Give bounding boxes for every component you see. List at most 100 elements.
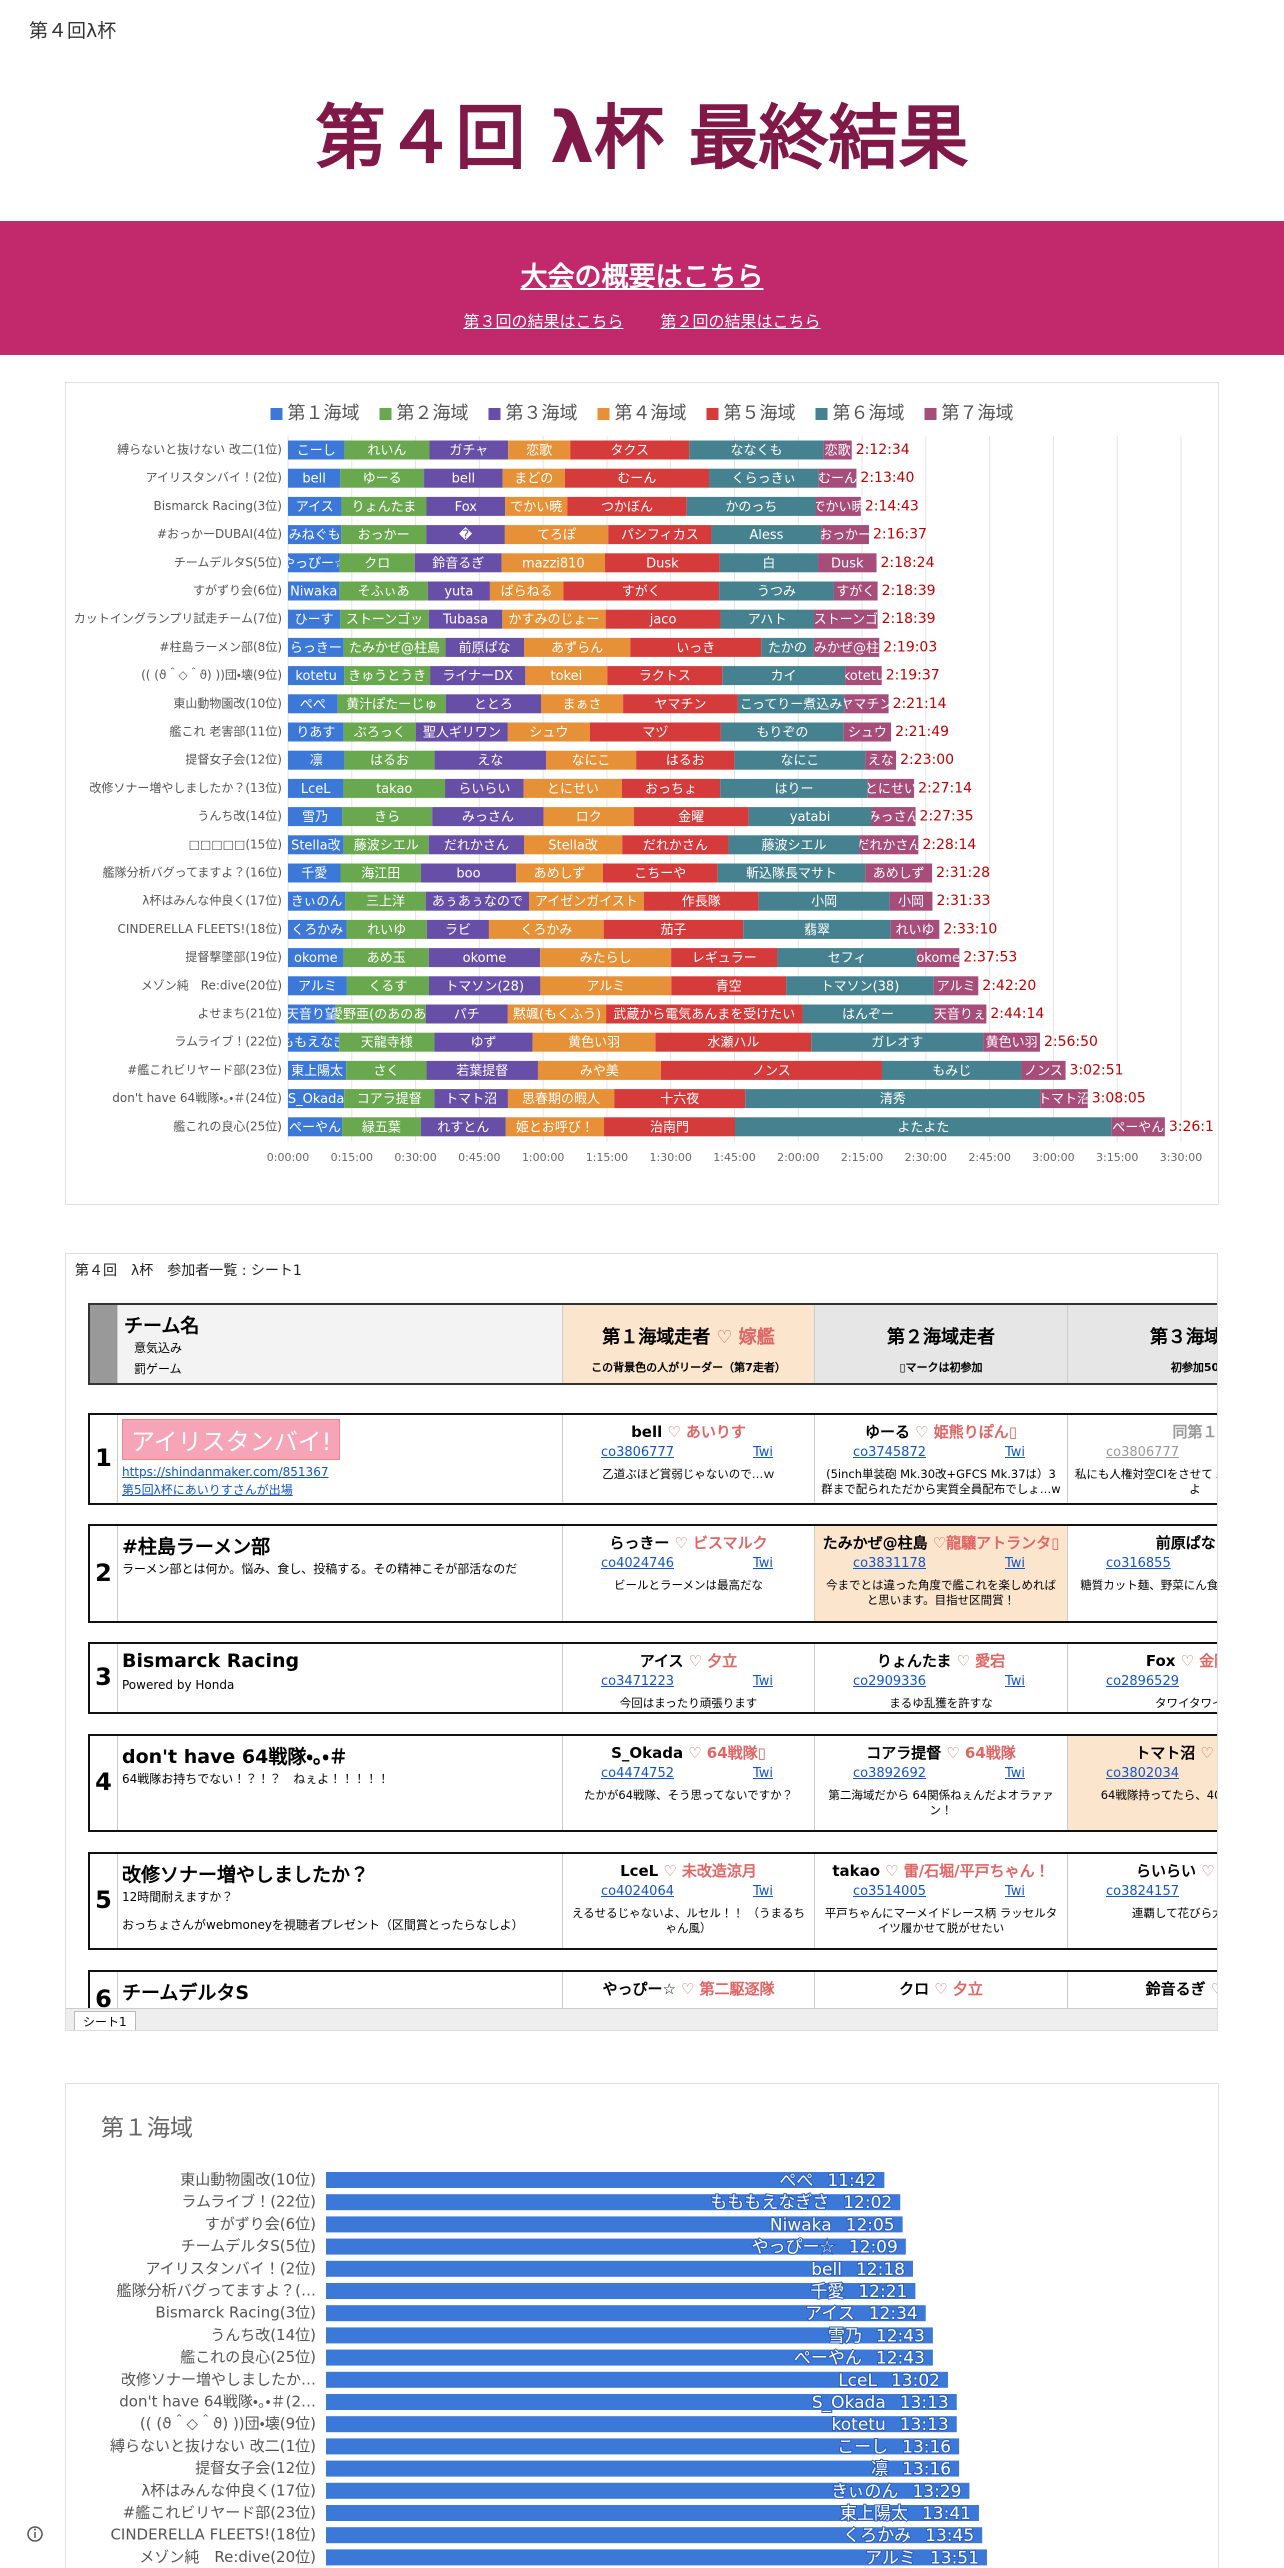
segment-label-clip: やっぴー☆: [288, 556, 340, 571]
segment-label-clip: 緑五葉: [362, 1120, 401, 1135]
runner-community[interactable]: co3471223: [601, 1674, 674, 1689]
y-tick-label: アイリスタンバイ！(2位): [146, 471, 282, 485]
segment-label-clip: yatabi: [790, 810, 831, 825]
overview-link[interactable]: 大会の概要はこちら: [520, 262, 764, 293]
bar-segment: [502, 468, 565, 488]
time-label: 12:34: [869, 2304, 918, 2324]
runner-twitter[interactable]: Twi: [753, 1674, 774, 1689]
runner: bell ♡ あいりす: [563, 1421, 814, 1442]
result-link[interactable]: 第２回の結果はこちら: [660, 312, 821, 331]
bar-segment: [434, 1089, 508, 1109]
runner-name: 鈴音るぎ: [1145, 1980, 1206, 1998]
runner-twitter[interactable]: Twi: [753, 1884, 774, 1899]
runner-community[interactable]: co3745872: [853, 1445, 926, 1460]
runner-community[interactable]: co3831178: [853, 1556, 926, 1571]
segment-label-clip: れいゆ: [367, 923, 406, 938]
segment-label: れいゆ: [896, 923, 935, 938]
time-label: 13:13: [900, 2415, 949, 2435]
runner-twitter[interactable]: Twi: [1005, 1445, 1026, 1460]
bar-segment: [428, 609, 503, 629]
runner-twitter[interactable]: Twi: [753, 1445, 774, 1460]
segment-label-clip: でかい暁: [510, 500, 562, 515]
segment-label-clip: とにせい: [868, 782, 914, 797]
runner-name: ゆーる: [865, 1423, 911, 1441]
segment-label-clip: あぅあぅなので: [432, 895, 523, 910]
segment-label: らっきー: [290, 641, 342, 656]
legend-label: 第７海域: [942, 403, 1014, 424]
runner-ship: ♡ 金剛ち: [1180, 1652, 1217, 1670]
segment-label-clip: 白: [762, 555, 775, 571]
segment-label-clip: ななくも: [730, 444, 782, 459]
bar-segment: [516, 863, 603, 883]
runner-community[interactable]: co4474752: [601, 1766, 674, 1781]
cell: やっぴー☆ ♡ 第二駆逐隊: [563, 1972, 815, 2028]
info-icon[interactable]: [27, 2526, 43, 2542]
runner-comment: タワイタワイキ: [1154, 1696, 1217, 1710]
cell: 鈴音るぎ ♡ 鷹: [1068, 1972, 1217, 2028]
bar-segment: [602, 863, 718, 883]
cell: Bismarck Racing Powered by Honda: [118, 1644, 563, 1712]
segment-label: 作長隊: [682, 894, 721, 910]
segment-label: コアラ提督: [357, 1091, 422, 1107]
runner-ship: ♡ 未改造涼月: [663, 1862, 757, 1880]
runner-name: トマト沼: [1135, 1744, 1196, 1762]
y-tick-label: ラムライブ！(22位): [174, 1034, 282, 1049]
cell: らいらい♡ Prin co3824157 連覇して花びら大回転う: [1068, 1854, 1217, 1948]
time-label: 13:02: [891, 2371, 940, 2391]
segment-label-clip: 海江田: [361, 867, 400, 882]
team-number: 3: [95, 1663, 112, 1691]
bar-segment: [428, 976, 541, 996]
runner-community[interactable]: co3514005: [853, 1884, 926, 1899]
data-label: bell 12:18: [811, 2260, 905, 2280]
segment-label-clip: なにこ: [780, 754, 819, 769]
segment-label: こってりー煮込み: [740, 697, 842, 712]
runner-name: やっぴー☆: [602, 1980, 676, 1998]
total-label: 2:37:53: [963, 950, 1017, 966]
runner-community[interactable]: co3802034: [1106, 1766, 1179, 1781]
result-link[interactable]: 第３回の結果はこちら: [463, 312, 624, 331]
bar-segment: [563, 581, 720, 601]
team-name: don't have 64戦隊・。・＃: [122, 1746, 348, 1768]
segment-label-clip: むーん: [819, 472, 857, 487]
segment-label-clip: ぶろっく: [354, 726, 406, 741]
runner-community[interactable]: co4024746: [601, 1556, 674, 1571]
segment-label-clip: 愛野亜(のあのあ): [336, 1008, 426, 1023]
runner-community[interactable]: co3806777: [1106, 1445, 1179, 1460]
runner-community[interactable]: co3806777: [601, 1445, 674, 1460]
runner-twitter[interactable]: Twi: [1005, 1884, 1026, 1899]
bar-segment: [430, 666, 526, 686]
team-link[interactable]: 第5回λ杯にあいりすさんが出場: [122, 1483, 293, 1497]
segment-label: ガレオす: [871, 1036, 923, 1051]
runner-community[interactable]: co3824157: [1106, 1884, 1179, 1899]
runner-community[interactable]: co4024064: [601, 1884, 674, 1899]
cell: たみかぜ@柱島 ♡龍驤アトランタ▯ co3831178 Twi 今までとは違った角度で艦…: [815, 1526, 1068, 1621]
runner-twitter[interactable]: Twi: [1005, 1674, 1026, 1689]
segment-label: くるす: [369, 979, 408, 994]
runner-community[interactable]: co2909336: [853, 1674, 926, 1689]
runner-twitter[interactable]: Twi: [1005, 1766, 1026, 1781]
segment-label: みっさん: [462, 810, 514, 825]
runner-name: 東上陽太: [840, 2504, 908, 2524]
bar-segment: [288, 609, 341, 629]
runner: 同第１: [1068, 1421, 1217, 1442]
runner-community[interactable]: co3892692: [853, 1766, 926, 1781]
total-label: 3:26:1: [1169, 1119, 1214, 1135]
runner: クロ ♡ 夕立: [815, 1978, 1067, 1999]
runner-community[interactable]: co316855: [1106, 1556, 1171, 1571]
bar-segment: [758, 891, 890, 911]
bar-segment: [488, 919, 604, 939]
runner: トマト沼♡ 64戦: [1068, 1742, 1217, 1763]
segment-label-clip: くるす: [369, 979, 408, 994]
bar: [326, 2216, 903, 2233]
team-link[interactable]: https://shindanmaker.com/851367: [122, 1465, 329, 1479]
bar-segment: [671, 976, 787, 996]
segment-label: 白: [762, 555, 775, 571]
runner-community[interactable]: co2896529: [1106, 1674, 1179, 1689]
runner-twitter[interactable]: Twi: [753, 1556, 774, 1571]
sheet-tab[interactable]: シート1: [74, 2011, 136, 2030]
runner-twitter[interactable]: Twi: [753, 1766, 774, 1781]
segment-label: トマソン(38): [821, 979, 900, 994]
runner-twitter[interactable]: Twi: [1005, 1556, 1026, 1571]
segment-label-clip: 青空: [716, 979, 742, 994]
